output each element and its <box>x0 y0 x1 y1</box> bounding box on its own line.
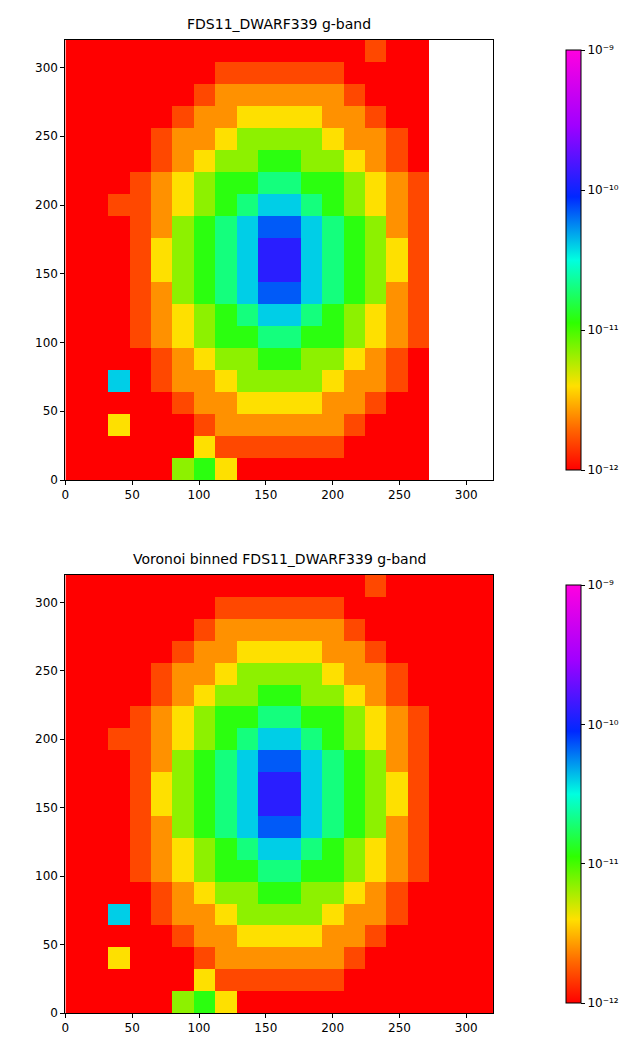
svg-text:10⁻¹¹: 10⁻¹¹ <box>587 323 618 337</box>
svg-text:200: 200 <box>321 1021 344 1035</box>
svg-text:150: 150 <box>254 488 277 502</box>
svg-text:200: 200 <box>35 732 58 746</box>
svg-text:50: 50 <box>125 1021 140 1035</box>
svg-text:150: 150 <box>254 1021 277 1035</box>
svg-text:300: 300 <box>35 596 58 610</box>
svg-text:10⁻⁹: 10⁻⁹ <box>587 43 614 57</box>
svg-text:50: 50 <box>43 938 58 952</box>
svg-text:250: 250 <box>35 664 58 678</box>
svg-text:100: 100 <box>188 488 211 502</box>
svg-text:0: 0 <box>50 473 58 487</box>
svg-text:300: 300 <box>455 488 478 502</box>
svg-text:100: 100 <box>35 336 58 350</box>
svg-text:0: 0 <box>50 1006 58 1020</box>
svg-text:10⁻¹⁰: 10⁻¹⁰ <box>587 183 618 197</box>
svg-text:250: 250 <box>388 488 411 502</box>
svg-text:10⁻⁹: 10⁻⁹ <box>587 578 614 592</box>
svg-text:10⁻¹⁰: 10⁻¹⁰ <box>587 718 618 732</box>
svg-text:FDS11_DWARF339 g-band: FDS11_DWARF339 g-band <box>187 16 371 32</box>
svg-text:100: 100 <box>188 1021 211 1035</box>
svg-text:150: 150 <box>35 801 58 815</box>
svg-text:100: 100 <box>35 869 58 883</box>
svg-text:250: 250 <box>388 1021 411 1035</box>
svg-text:200: 200 <box>321 488 344 502</box>
svg-text:150: 150 <box>35 267 58 281</box>
svg-text:Voronoi binned FDS11_DWARF339: Voronoi binned FDS11_DWARF339 g-band <box>133 551 426 567</box>
svg-text:250: 250 <box>35 129 58 143</box>
svg-text:10⁻¹²: 10⁻¹² <box>587 996 618 1010</box>
svg-text:10⁻¹¹: 10⁻¹¹ <box>587 857 618 871</box>
svg-text:50: 50 <box>125 488 140 502</box>
svg-text:300: 300 <box>455 1021 478 1035</box>
svg-text:50: 50 <box>43 404 58 418</box>
svg-text:0: 0 <box>62 1021 70 1035</box>
svg-text:10⁻¹²: 10⁻¹² <box>587 463 618 477</box>
svg-text:0: 0 <box>62 488 70 502</box>
svg-text:300: 300 <box>35 61 58 75</box>
svg-text:200: 200 <box>35 198 58 212</box>
